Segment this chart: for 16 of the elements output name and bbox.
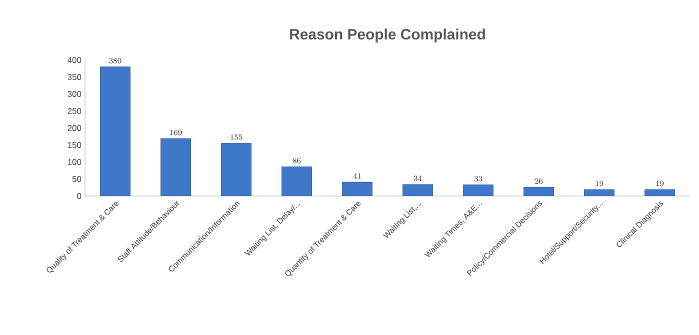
y-tick-label: 350 xyxy=(68,74,82,80)
y-tick-label: 100 xyxy=(68,159,82,165)
chart-title: Reason People Complained xyxy=(290,28,485,42)
bar xyxy=(463,184,494,196)
y-tick-label: 150 xyxy=(68,142,82,148)
bar xyxy=(100,66,130,196)
bar xyxy=(221,143,252,196)
bar xyxy=(282,166,312,196)
y-tick-label: 0 xyxy=(77,193,82,199)
y-tick-label: 400 xyxy=(68,57,82,63)
y-tick-label: 300 xyxy=(68,91,82,97)
bar xyxy=(160,138,191,196)
y-tick-label: 200 xyxy=(68,125,82,131)
y-tick-label: 50 xyxy=(72,176,82,182)
y-tick-label: 250 xyxy=(68,108,82,114)
bar xyxy=(342,182,372,196)
